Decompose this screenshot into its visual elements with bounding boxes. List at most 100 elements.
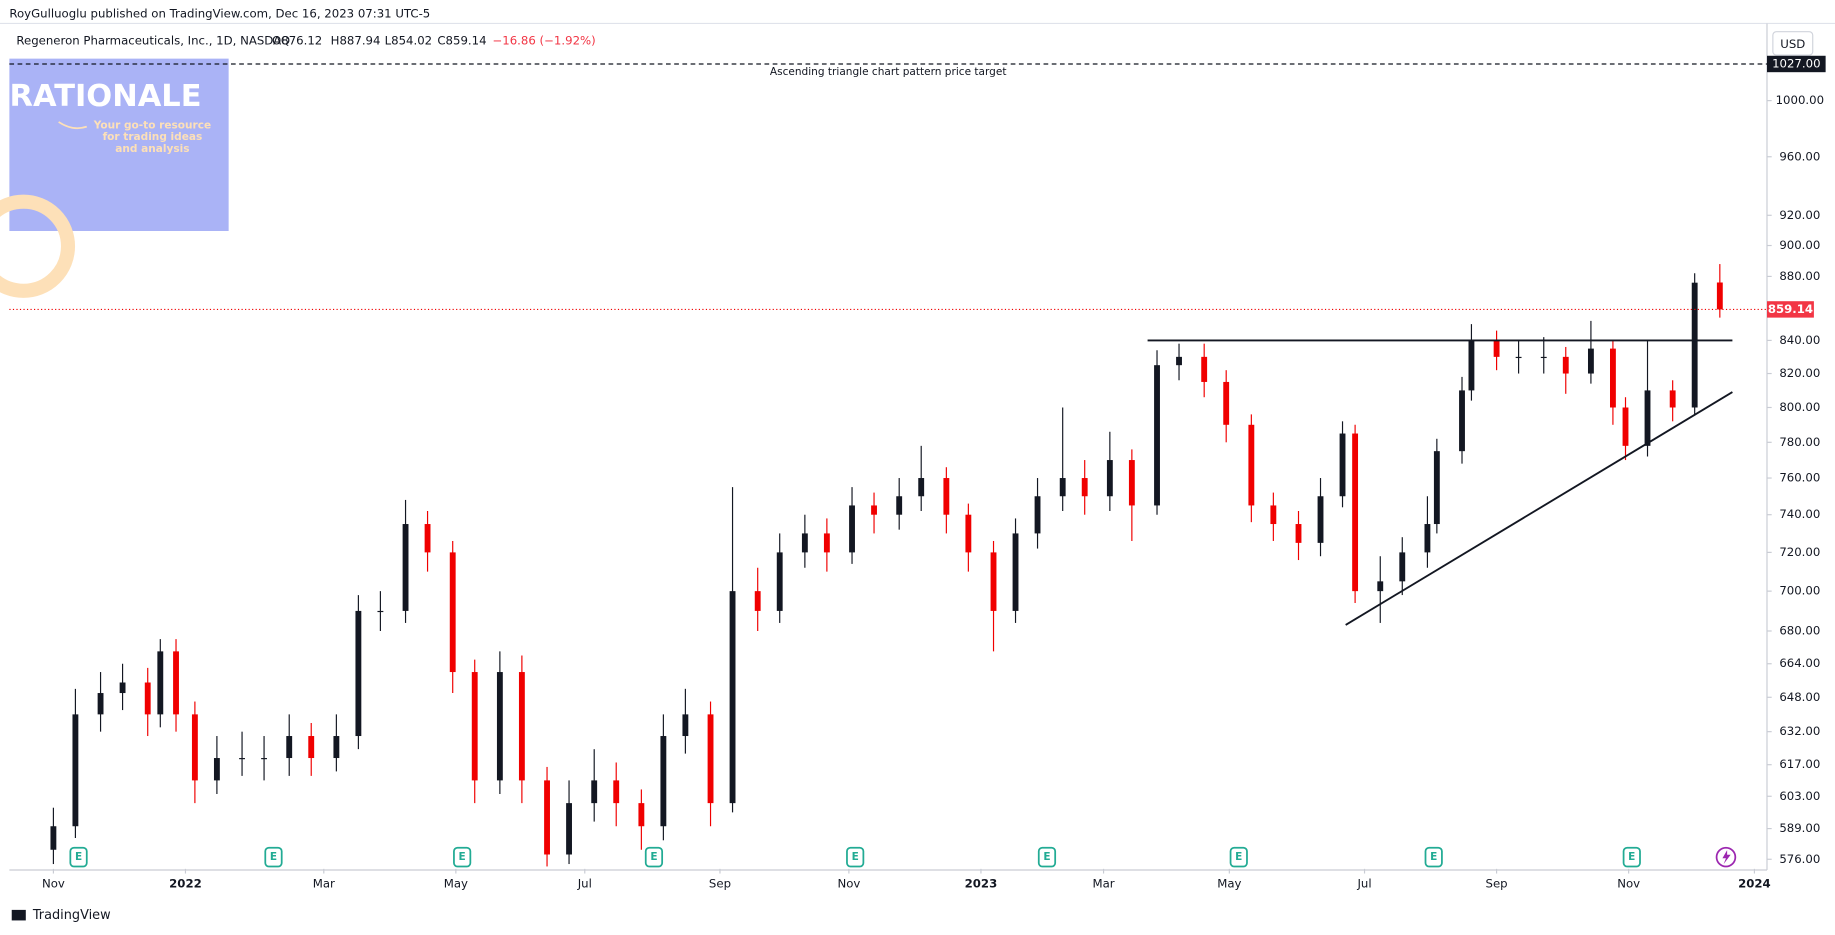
candle-body bbox=[613, 780, 620, 804]
candle-body bbox=[1352, 433, 1359, 592]
candle-body bbox=[1034, 496, 1041, 534]
x-tick-label: Nov bbox=[837, 877, 860, 891]
y-tick-label: 648.00 bbox=[1779, 690, 1820, 704]
x-tick-label: 2022 bbox=[169, 877, 202, 891]
watermark-arc bbox=[0, 194, 76, 298]
y-tick-label: 840.00 bbox=[1779, 333, 1820, 347]
y-tick-label: 880.00 bbox=[1779, 269, 1820, 283]
candle-body bbox=[286, 736, 293, 759]
candle-body bbox=[97, 693, 104, 715]
earnings-label: E bbox=[1043, 851, 1050, 863]
y-tick-label: 820.00 bbox=[1779, 366, 1820, 380]
candle-body bbox=[1317, 496, 1324, 543]
x-tick-label: May bbox=[444, 877, 468, 891]
candle-body bbox=[638, 803, 645, 827]
candle-body bbox=[1493, 340, 1500, 357]
y-tick-label: 700.00 bbox=[1779, 584, 1820, 598]
candle-body bbox=[72, 714, 79, 827]
candle-body bbox=[1176, 356, 1182, 366]
earnings-label: E bbox=[852, 851, 859, 863]
candle-body bbox=[518, 672, 525, 781]
earnings-label: E bbox=[75, 851, 82, 863]
symbol: Regeneron Pharmaceuticals, Inc., 1D, NAS… bbox=[16, 34, 290, 48]
x-tick-label: 2024 bbox=[1738, 877, 1771, 891]
x-tick-label: May bbox=[1217, 877, 1241, 891]
candle-body bbox=[1540, 356, 1547, 359]
candle-body bbox=[402, 524, 409, 611]
candle-body bbox=[424, 524, 431, 553]
earnings-label: E bbox=[270, 851, 277, 863]
candle-body bbox=[1587, 348, 1594, 374]
earnings-badge bbox=[69, 846, 88, 868]
x-tick-label: Sep bbox=[709, 877, 731, 891]
earnings-label: E bbox=[1430, 851, 1437, 863]
candle-body bbox=[1339, 433, 1346, 497]
candle-body bbox=[1012, 533, 1019, 611]
last-price-box bbox=[1766, 301, 1814, 318]
ohlc-close: C859.14 bbox=[437, 34, 486, 48]
earnings-badge bbox=[1424, 846, 1443, 868]
candle-body bbox=[119, 682, 126, 694]
candle-body bbox=[707, 714, 714, 804]
candle-body bbox=[1622, 407, 1629, 446]
candle-body bbox=[191, 714, 198, 781]
candle-body bbox=[1295, 524, 1302, 543]
candle-body bbox=[261, 758, 267, 760]
ohlc-low: L854.02 bbox=[385, 34, 433, 48]
earnings-label: E bbox=[1628, 851, 1635, 863]
candle-body bbox=[1691, 282, 1698, 408]
earnings-badge bbox=[846, 846, 865, 868]
y-tick-label: 800.00 bbox=[1779, 400, 1820, 414]
candle-body bbox=[1377, 581, 1384, 592]
candle-body bbox=[776, 552, 783, 611]
candle-body bbox=[1154, 365, 1160, 506]
candle-body bbox=[1106, 460, 1113, 497]
candle-body bbox=[1468, 340, 1475, 391]
x-tick-label: Sep bbox=[1486, 877, 1508, 891]
candle-body bbox=[1081, 478, 1088, 497]
ohlc-open: O876.12 bbox=[272, 34, 322, 48]
target-axis-label: 1027.00 bbox=[1772, 56, 1820, 70]
candle-body bbox=[1223, 381, 1230, 425]
candle-body bbox=[308, 736, 315, 759]
earnings-label: E bbox=[1235, 851, 1242, 863]
candle-body bbox=[333, 736, 340, 759]
candle-body bbox=[50, 826, 57, 850]
y-tick-label: 617.00 bbox=[1779, 757, 1820, 771]
candle-body bbox=[754, 591, 761, 611]
y-tick-label: 720.00 bbox=[1779, 545, 1820, 559]
y-tick-label: 960.00 bbox=[1779, 149, 1820, 163]
candle-body bbox=[801, 533, 808, 553]
dividend-bolt bbox=[1722, 850, 1731, 865]
candle-body bbox=[471, 672, 478, 781]
candle-body bbox=[377, 610, 384, 613]
candle-body bbox=[682, 714, 689, 737]
candle-body bbox=[544, 780, 550, 855]
candle-body bbox=[896, 496, 903, 515]
watermark-tagline: and analysis bbox=[115, 143, 189, 155]
candle-body bbox=[355, 610, 362, 737]
earnings-badge bbox=[1037, 846, 1057, 868]
candle-body bbox=[1716, 282, 1723, 310]
candle-body bbox=[1609, 348, 1616, 408]
y-tick-label: 680.00 bbox=[1779, 623, 1820, 637]
y-tick-label: 760.00 bbox=[1779, 471, 1820, 485]
candle-body bbox=[729, 591, 736, 804]
candle-body bbox=[1399, 552, 1406, 582]
x-tick-label: Jul bbox=[1356, 877, 1371, 891]
watermark-title: RATIONALE bbox=[10, 79, 202, 114]
y-tick-label: 589.00 bbox=[1779, 821, 1820, 835]
y-tick-label: 664.00 bbox=[1779, 656, 1820, 670]
candle-body bbox=[1459, 390, 1465, 452]
target-axis-box bbox=[1766, 55, 1826, 73]
candle-body bbox=[1562, 356, 1569, 374]
candle-body bbox=[918, 478, 925, 497]
x-tick-label: Mar bbox=[1093, 877, 1115, 891]
earnings-badge bbox=[1622, 846, 1641, 868]
candle-body bbox=[213, 758, 220, 781]
candle-body bbox=[1424, 524, 1431, 553]
candle-body bbox=[990, 552, 997, 611]
target-text: Ascending triangle chart pattern price t… bbox=[770, 66, 1007, 78]
